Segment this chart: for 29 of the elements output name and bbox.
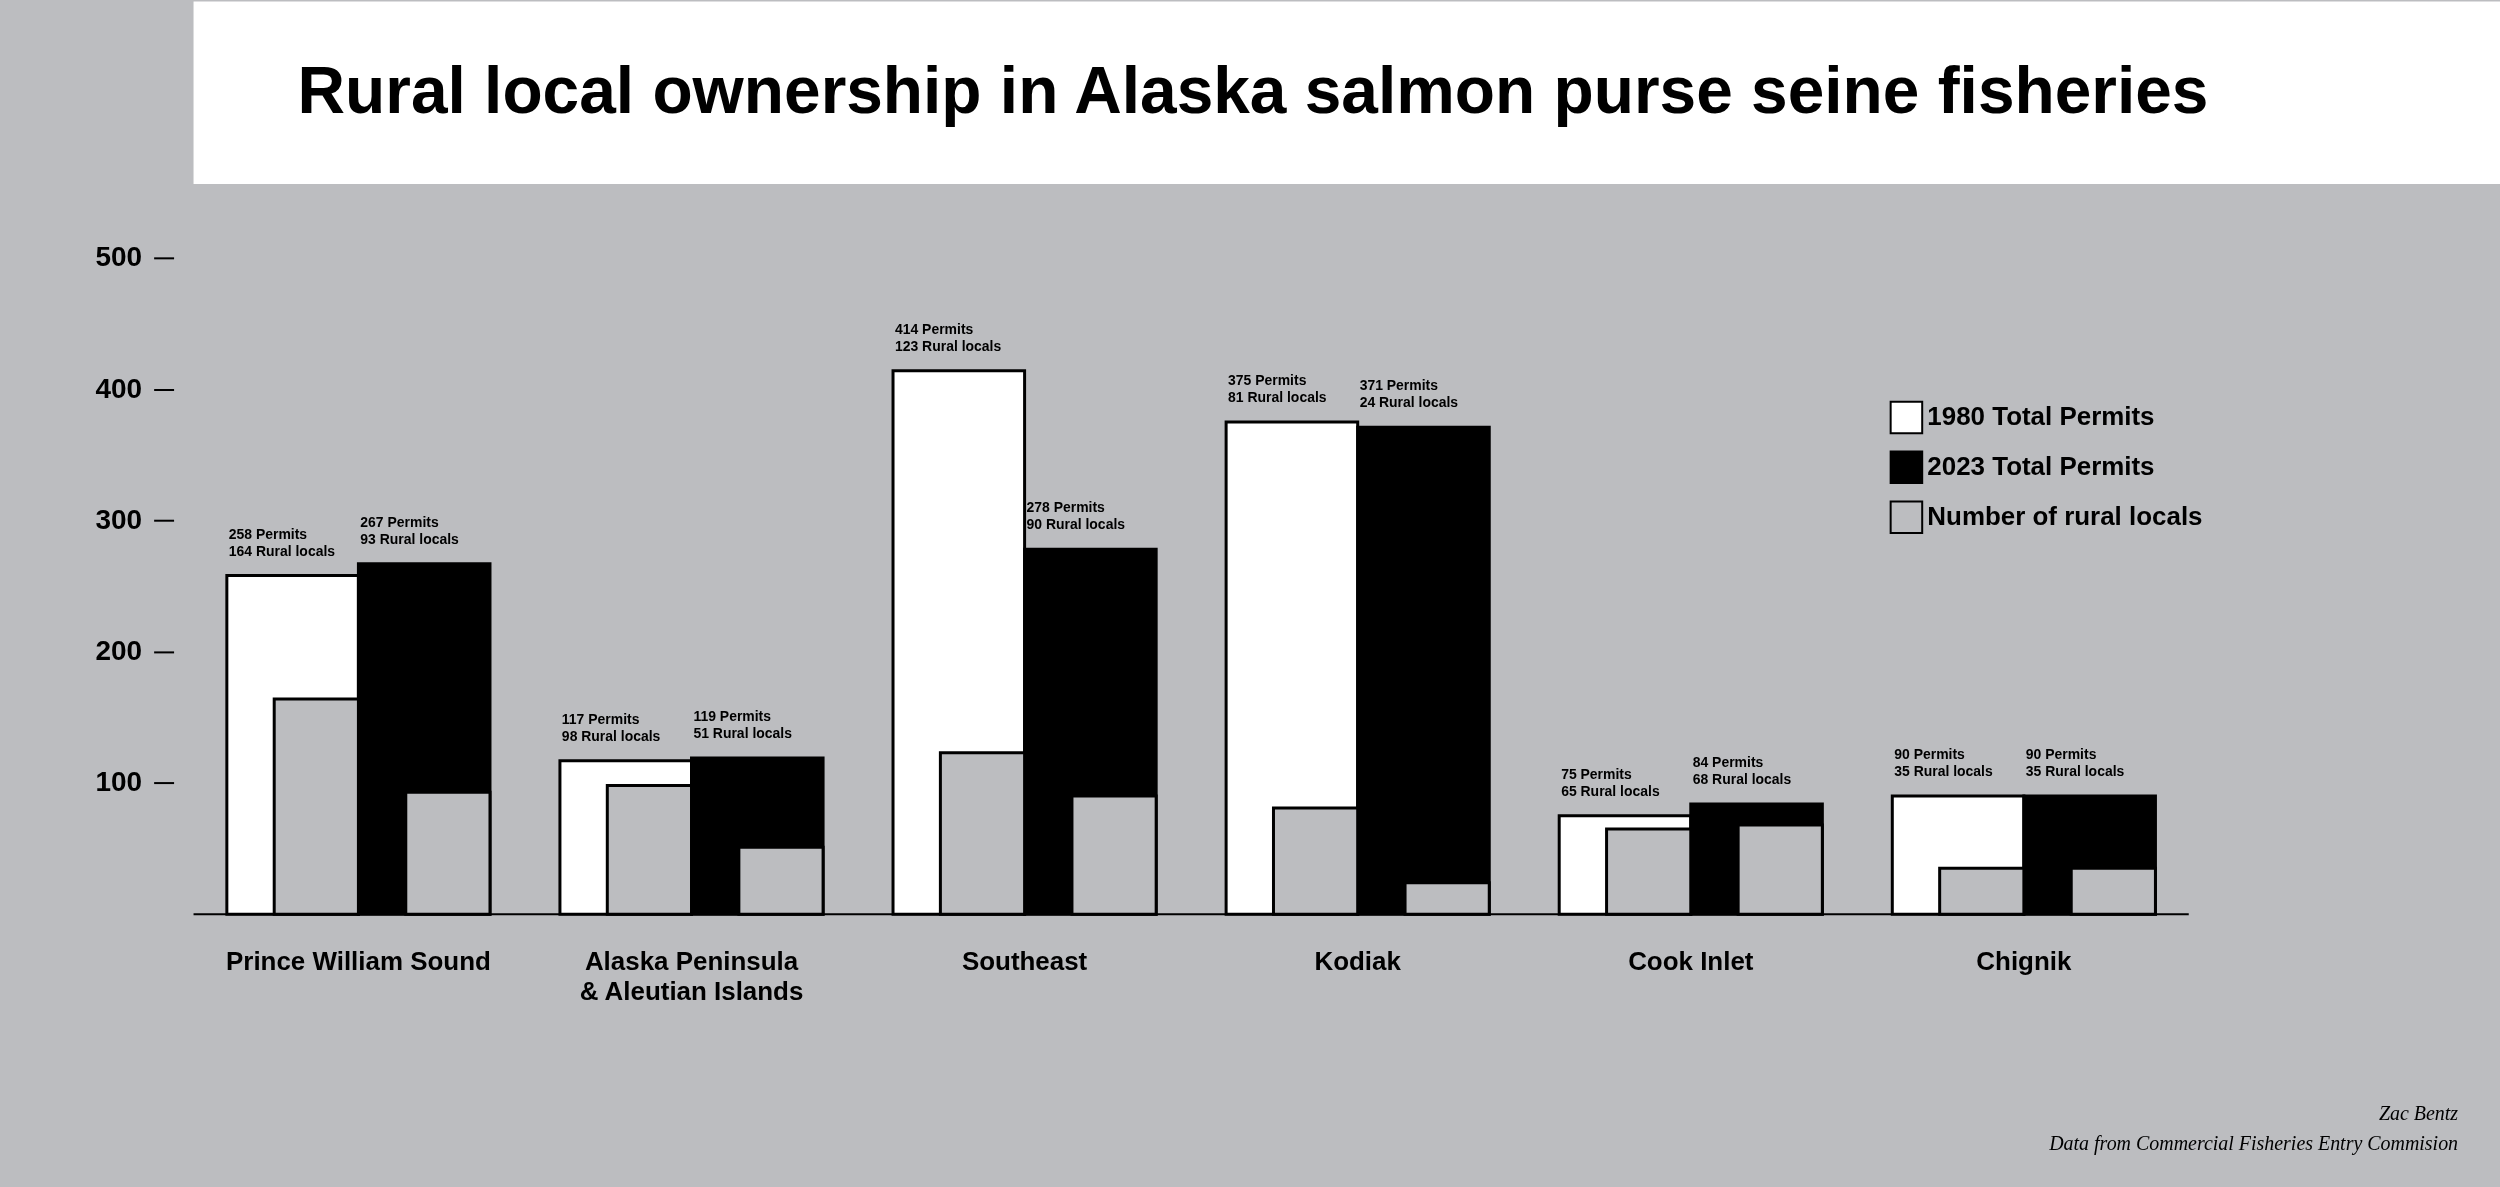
y-tick-label: 300 xyxy=(95,503,143,535)
data-label: 84 Permits 68 Rural locals xyxy=(1692,754,1792,788)
x-tick-label: Alaska Peninsula & Aleutian Islands xyxy=(579,947,804,1006)
data-label: 90 Permits 35 Rural locals xyxy=(2025,746,2125,780)
text: Data from Commercial Fisheries Entry Commision xyxy=(2048,1131,2459,1155)
x-tick-label: Chignik xyxy=(1976,947,2072,976)
x-tick-label: Kodiak xyxy=(1314,947,1402,976)
y-tick-label: 200 xyxy=(95,635,143,667)
x-tick-label: Cook Inlet xyxy=(1628,947,1754,976)
data-label: 375 Permits 81 Rural locals xyxy=(1228,372,1327,405)
data-label: 371 Permits 24 Rural locals xyxy=(1359,377,1459,411)
text: Zac Bentz xyxy=(2378,1101,2459,1124)
y-tick-label: 400 xyxy=(95,372,143,404)
legend-label: Number of rural locals xyxy=(1927,502,2203,531)
chart-title: Rural local ownership in Alaska salmon purse seine fisheries xyxy=(297,53,2209,128)
data-label: 278 Permits 90 Rural locals xyxy=(1026,499,1126,533)
x-tick-label: Southeast xyxy=(961,947,1088,976)
legend-label: 1980 Total Permits xyxy=(1927,402,2155,431)
y-tick-label: 500 xyxy=(95,241,143,273)
x-tick-label: Prince William Sound xyxy=(226,947,491,976)
data-label: 90 Permits 35 Rural locals xyxy=(1894,746,1993,780)
data-label: 258 Permits 164 Rural locals xyxy=(228,525,336,559)
data-label: 414 Permits 123 Rural locals xyxy=(894,320,1002,354)
data-label: 117 Permits 98 Rural locals xyxy=(561,710,661,744)
data-label: 75 Permits 65 Rural locals xyxy=(1561,765,1660,799)
legend-label: 2023 Total Permits xyxy=(1927,452,2155,481)
y-tick-label: 100 xyxy=(95,766,143,798)
data-label: 119 Permits 51 Rural locals xyxy=(693,708,793,742)
data-label: 267 Permits 93 Rural locals xyxy=(360,513,460,547)
